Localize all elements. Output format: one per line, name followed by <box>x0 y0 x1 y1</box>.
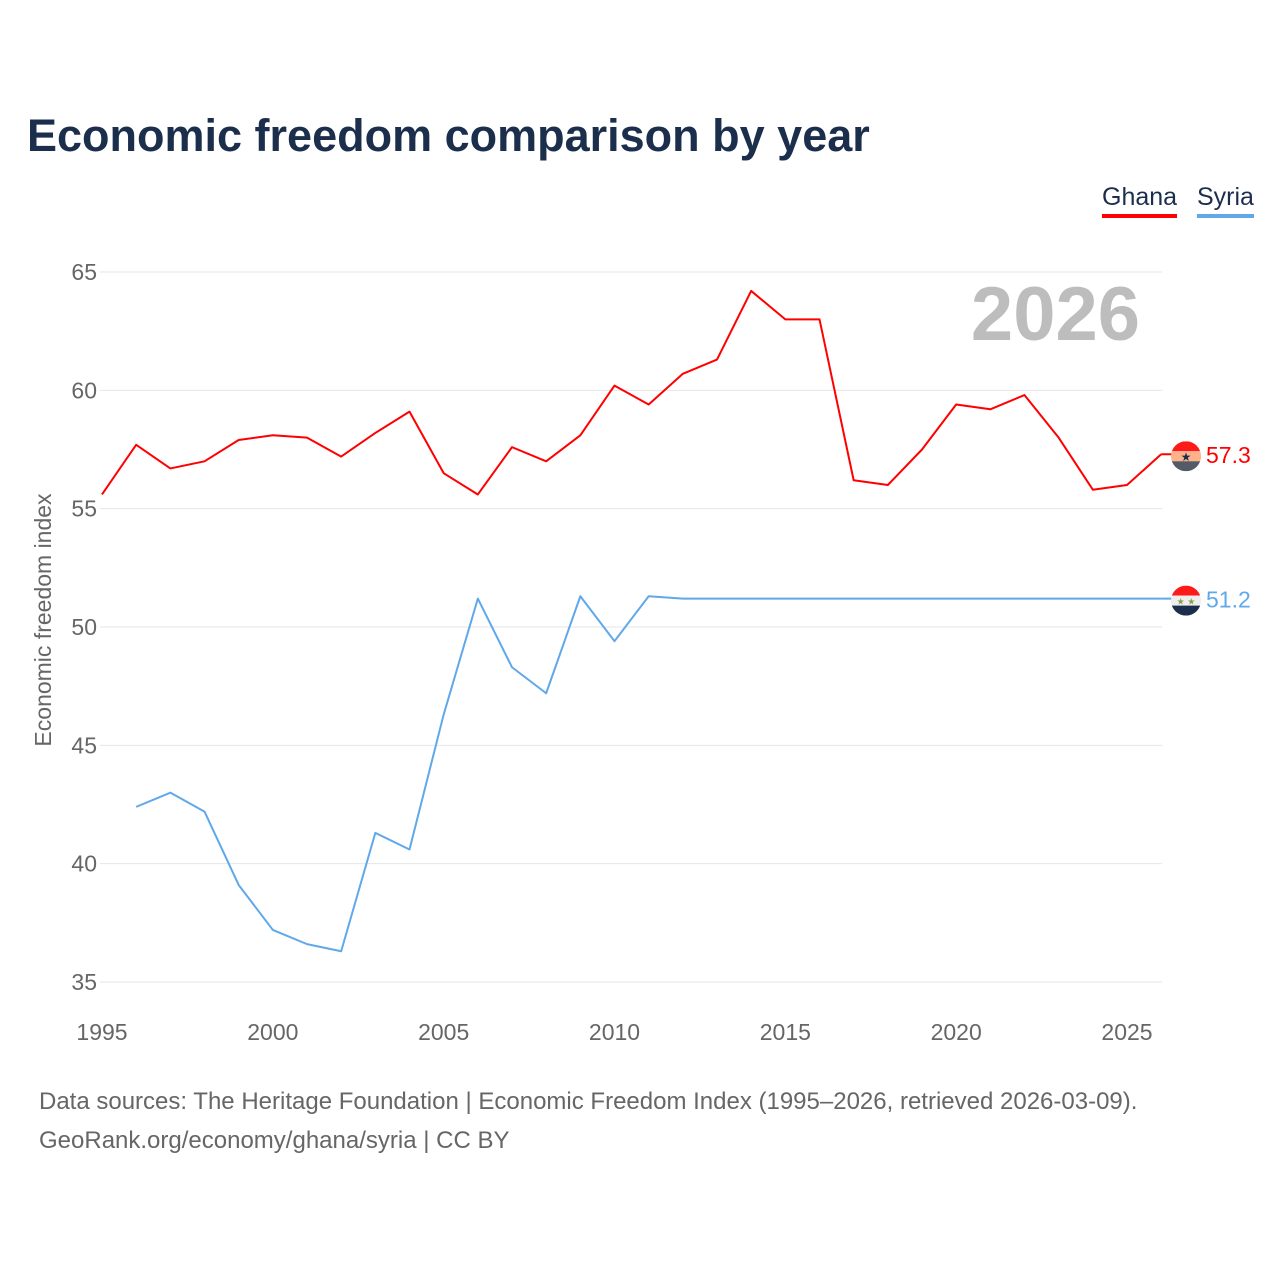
x-tick-label: 2020 <box>931 1019 982 1045</box>
footer-credit: GeoRank.org/economy/ghana/syria | CC BY <box>39 1127 510 1154</box>
y-tick-label: 45 <box>71 732 97 758</box>
ghana-flag-icon: ★ <box>1171 441 1201 472</box>
y-tick-label: 60 <box>71 377 97 403</box>
x-tick-label: 1995 <box>76 1019 127 1045</box>
x-tick-label: 2000 <box>247 1019 298 1045</box>
x-tick-label: 2025 <box>1101 1019 1152 1045</box>
y-tick-label: 35 <box>71 969 97 995</box>
x-tick-label: 2005 <box>418 1019 469 1045</box>
y-axis-label: Economic freedom index <box>30 493 56 747</box>
end-value-label-ghana: 57.3 <box>1206 442 1251 468</box>
legend-syria[interactable]: Syria <box>1197 183 1254 218</box>
footer-sources: Data sources: The Heritage Foundation | … <box>39 1088 1138 1115</box>
syria-flag-icon: ★ ★ <box>1171 585 1201 616</box>
x-tick-label: 2015 <box>760 1019 811 1045</box>
series-line-syria <box>135 595 1162 953</box>
y-tick-label: 50 <box>71 614 97 640</box>
y-tick-label: 65 <box>71 259 97 285</box>
svg-text:★: ★ <box>1181 450 1192 464</box>
year-watermark: 2026 <box>971 272 1140 357</box>
legend-ghana[interactable]: Ghana <box>1102 183 1178 218</box>
end-value-label-syria: 51.2 <box>1206 587 1251 613</box>
y-tick-label: 55 <box>71 496 97 522</box>
svg-text:★ ★: ★ ★ <box>1177 597 1196 607</box>
chart-title: Economic freedom comparison by year <box>27 110 870 161</box>
x-tick-label: 2010 <box>589 1019 640 1045</box>
y-tick-label: 40 <box>71 851 97 877</box>
series-line-ghana <box>101 289 1162 496</box>
